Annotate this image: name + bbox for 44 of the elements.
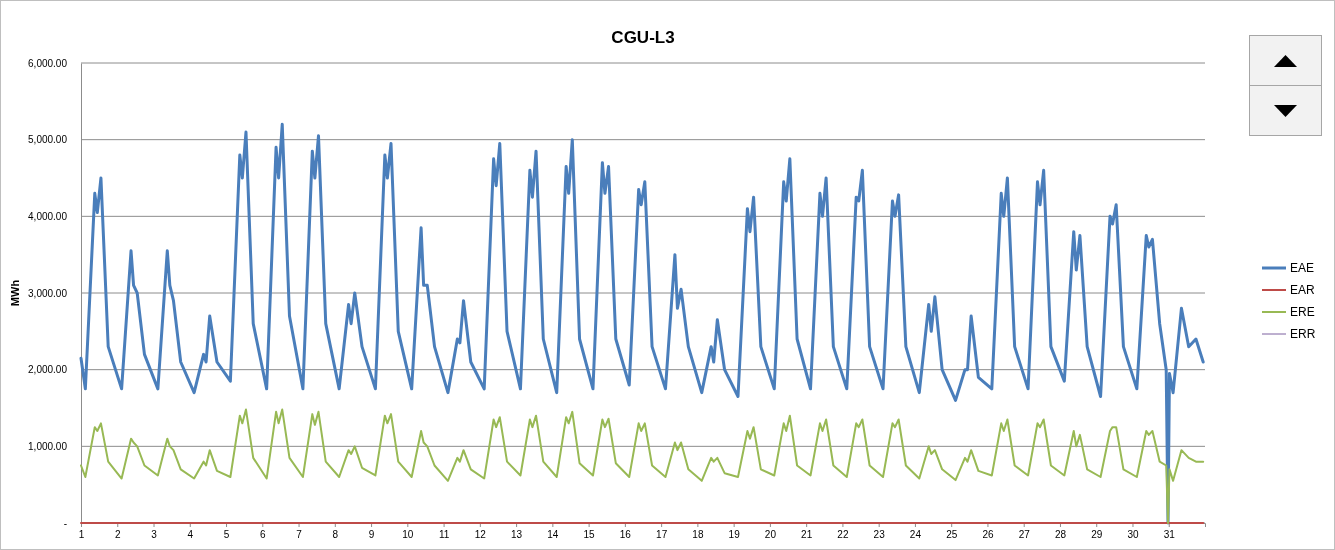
x-tick-label: 12 [474,529,487,541]
x-tick-label: 26 [982,529,994,541]
y-tick-label: 1,000.00 [28,441,68,453]
x-tick-label: 6 [260,529,267,541]
x-tick-label: 10 [402,529,414,541]
x-tick-label: 11 [438,529,450,541]
y-tick-label: 6,000.00 [28,57,68,69]
x-tick-label: 2 [114,529,121,541]
x-tick-label: 20 [764,529,777,541]
x-tick-label: 29 [1091,529,1103,541]
y-tick-label: 2,000.00 [28,364,68,376]
x-tick-label: 23 [873,529,886,541]
chart-title: CGU-L3 [611,28,675,47]
x-tick-label: 17 [656,529,668,541]
legend-label: ERE [1290,305,1315,319]
x-tick-label: 9 [368,529,375,541]
legend-label: EAR [1290,283,1316,297]
x-tick-label: 7 [296,529,303,541]
x-tick-label: 4 [187,529,194,541]
y-axis-title: MWh [9,279,21,307]
x-tick-label: 15 [583,529,596,541]
x-tick-label: 1 [78,529,85,541]
y-tick-label: 3,000.00 [28,287,68,299]
x-tick-label: 25 [946,529,958,541]
x-tick-label: 5 [223,529,230,541]
x-tick-label: 31 [1163,529,1176,541]
x-tick-label: 19 [728,529,741,541]
y-tick-label: - [63,517,67,529]
y-tick-label: 5,000.00 [28,134,68,146]
x-tick-label: 14 [547,529,559,541]
x-tick-label: 8 [332,529,339,541]
x-tick-label: 13 [511,529,523,541]
x-tick-label: 28 [1054,529,1067,541]
x-tick-label: 3 [151,529,158,541]
legend-label: EAE [1290,261,1315,275]
x-tick-label: 21 [801,529,813,541]
x-tick-label: 18 [692,529,704,541]
legend-label: ERR [1290,327,1316,341]
x-tick-label: 30 [1127,529,1139,541]
x-tick-label: 16 [619,529,632,541]
x-tick-label: 22 [837,529,849,541]
x-tick-label: 24 [909,529,922,541]
y-tick-label: 4,000.00 [28,211,68,223]
x-tick-label: 27 [1018,529,1031,541]
